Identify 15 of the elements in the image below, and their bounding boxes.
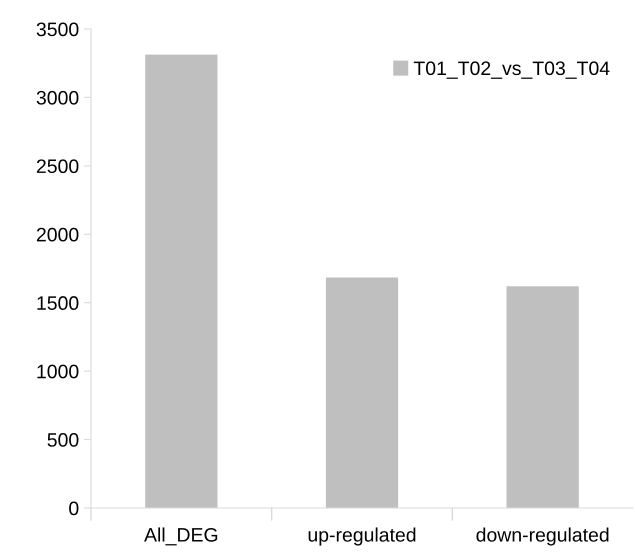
y-tick-label: 0	[69, 501, 78, 516]
y-tick-label: 2500	[36, 159, 78, 174]
bar	[145, 54, 218, 508]
y-tick-label: 3000	[36, 90, 78, 105]
y-tick-label: 3500	[36, 22, 78, 36]
y-tick-label: 2000	[36, 228, 78, 242]
y-tick-label: 1000	[37, 364, 78, 378]
bar	[506, 286, 579, 508]
bar	[326, 278, 398, 508]
legend-label: T01_T02_vs_T03_T04	[414, 61, 610, 79]
y-tick-label: 1500	[37, 296, 78, 310]
x-tick-label: up-regulated	[308, 527, 416, 546]
x-tick-label: down-regulated	[476, 527, 608, 546]
y-tick-label: 500	[48, 433, 78, 447]
x-tick-label: All_DEG	[144, 527, 218, 546]
